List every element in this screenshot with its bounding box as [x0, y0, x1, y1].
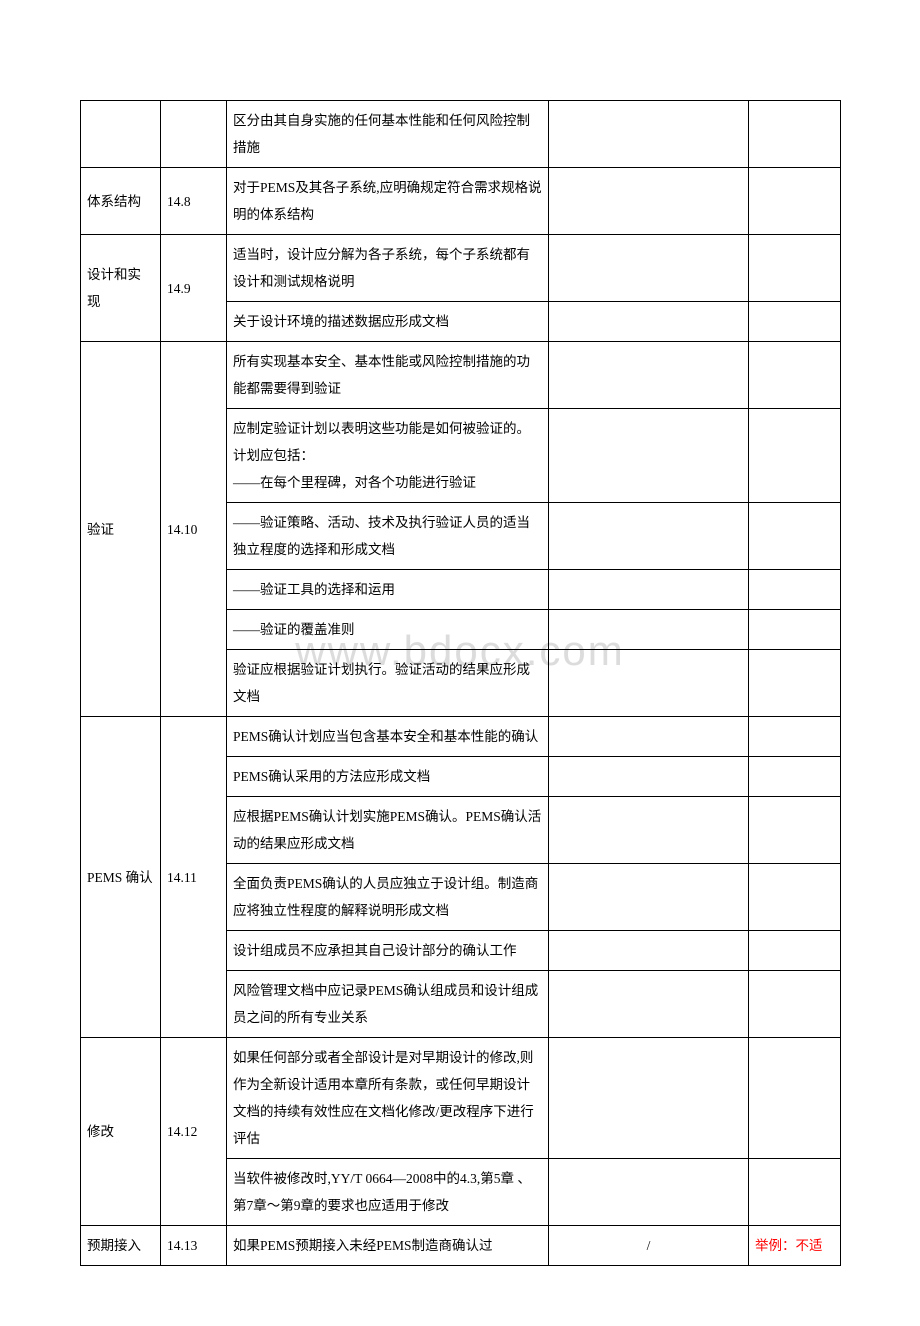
requirement-cell: 风险管理文档中应记录PEMS确认组成员和设计组成员之间的所有专业关系 — [227, 971, 549, 1038]
evidence-cell — [549, 650, 749, 717]
note-cell — [749, 610, 841, 650]
note-cell — [749, 342, 841, 409]
requirement-cell: ——验证工具的选择和运用 — [227, 570, 549, 610]
clause-cell: 14.12 — [161, 1038, 227, 1226]
note-cell — [749, 302, 841, 342]
requirement-cell: 对于PEMS及其各子系统,应明确规定符合需求规格说明的体系结构 — [227, 168, 549, 235]
requirement-cell: 所有实现基本安全、基本性能或风险控制措施的功能都需要得到验证 — [227, 342, 549, 409]
requirement-cell: 验证应根据验证计划执行。验证活动的结果应形成文档 — [227, 650, 549, 717]
evidence-cell — [549, 864, 749, 931]
evidence-cell — [549, 1038, 749, 1159]
evidence-cell — [549, 610, 749, 650]
requirement-cell: PEMS确认计划应当包含基本安全和基本性能的确认 — [227, 717, 549, 757]
note-cell — [749, 168, 841, 235]
clause-cell: 14.11 — [161, 717, 227, 1038]
requirement-cell: 当软件被修改时,YY/T 0664—2008中的4.3,第5章 、第7章～第9章… — [227, 1159, 549, 1226]
clause-cell: 14.13 — [161, 1226, 227, 1266]
evidence-cell — [549, 570, 749, 610]
clause-cell: 14.10 — [161, 342, 227, 717]
requirement-cell: ——验证的覆盖准则 — [227, 610, 549, 650]
requirement-cell: 如果PEMS预期接入未经PEMS制造商确认过 — [227, 1226, 549, 1266]
note-cell — [749, 503, 841, 570]
evidence-cell — [549, 931, 749, 971]
note-cell — [749, 797, 841, 864]
note-cell — [749, 1159, 841, 1226]
category-cell: 体系结构 — [81, 168, 161, 235]
requirement-cell: 全面负责PEMS确认的人员应独立于设计组。制造商应将独立性程度的解释说明形成文档 — [227, 864, 549, 931]
requirement-cell: 适当时，设计应分解为各子系统，每个子系统都有设计和测试规格说明 — [227, 235, 549, 302]
note-cell — [749, 717, 841, 757]
note-cell — [749, 650, 841, 717]
category-cell: 预期接入 — [81, 1226, 161, 1266]
evidence-cell — [549, 342, 749, 409]
note-cell — [749, 864, 841, 931]
evidence-cell — [549, 302, 749, 342]
evidence-cell — [549, 168, 749, 235]
requirement-cell: 应根据PEMS确认计划实施PEMS确认。PEMS确认活动的结果应形成文档 — [227, 797, 549, 864]
requirement-cell: PEMS确认采用的方法应形成文档 — [227, 757, 549, 797]
evidence-cell — [549, 235, 749, 302]
clause-cell — [161, 101, 227, 168]
evidence-cell — [549, 971, 749, 1038]
evidence-cell — [549, 101, 749, 168]
note-cell — [749, 101, 841, 168]
category-cell: 验证 — [81, 342, 161, 717]
note-cell — [749, 971, 841, 1038]
category-cell: 设计和实现 — [81, 235, 161, 342]
evidence-cell — [549, 503, 749, 570]
note-cell — [749, 570, 841, 610]
requirement-cell: 设计组成员不应承担其自己设计部分的确认工作 — [227, 931, 549, 971]
requirement-cell: ——验证策略、活动、技术及执行验证人员的适当独立程度的选择和形成文档 — [227, 503, 549, 570]
category-cell: 修改 — [81, 1038, 161, 1226]
requirement-cell: 关于设计环境的描述数据应形成文档 — [227, 302, 549, 342]
clause-cell: 14.9 — [161, 235, 227, 342]
requirement-cell: 应制定验证计划以表明这些功能是如何被验证的。计划应包括：——在每个里程碑，对各个… — [227, 409, 549, 503]
requirement-cell: 区分由其自身实施的任何基本性能和任何风险控制措施 — [227, 101, 549, 168]
evidence-cell: / — [549, 1226, 749, 1266]
note-cell: 举例：不适 — [749, 1226, 841, 1266]
category-cell — [81, 101, 161, 168]
evidence-cell — [549, 797, 749, 864]
requirements-table: 区分由其自身实施的任何基本性能和任何风险控制措施体系结构14.8对于PEMS及其… — [80, 100, 841, 1266]
note-cell — [749, 931, 841, 971]
evidence-cell — [549, 409, 749, 503]
evidence-cell — [549, 717, 749, 757]
requirement-cell: 如果任何部分或者全部设计是对早期设计的修改,则作为全新设计适用本章所有条款，或任… — [227, 1038, 549, 1159]
evidence-cell — [549, 1159, 749, 1226]
evidence-cell — [549, 757, 749, 797]
note-cell — [749, 1038, 841, 1159]
clause-cell: 14.8 — [161, 168, 227, 235]
category-cell: PEMS 确认 — [81, 717, 161, 1038]
note-cell — [749, 235, 841, 302]
note-cell — [749, 757, 841, 797]
note-cell — [749, 409, 841, 503]
